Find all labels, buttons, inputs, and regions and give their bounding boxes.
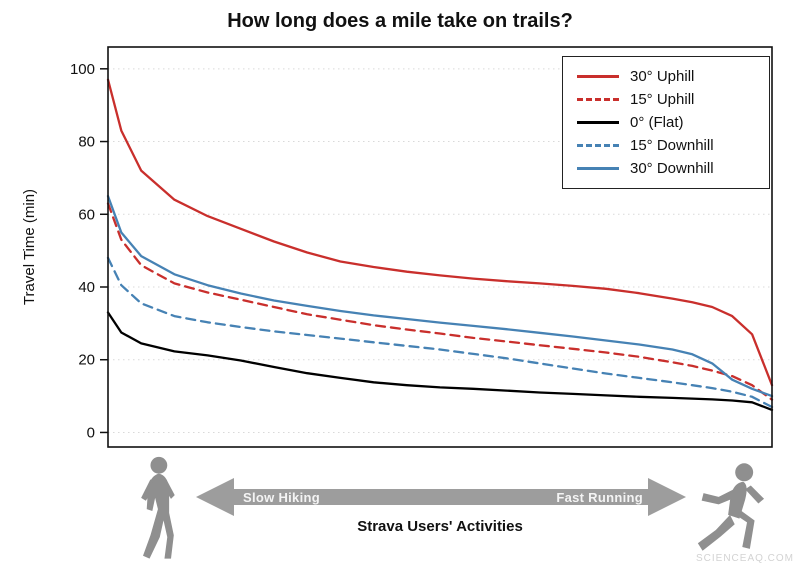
y-tick-label-0: 0 — [87, 424, 95, 441]
y-tick-label-60: 60 — [78, 206, 95, 223]
page-title: How long does a mile take on trails? — [227, 10, 573, 32]
legend-item: 15° Uphill — [563, 88, 769, 111]
legend-item: 30° Uphill — [563, 65, 769, 88]
axes: 0 20 40 60 80 100 — [70, 46, 773, 448]
fast-running-label: Fast Running — [556, 490, 643, 505]
y-tick-label-80: 80 — [78, 134, 95, 151]
series-line-15-downhill — [106, 256, 774, 409]
legend-swatch — [577, 167, 619, 170]
series-line-30-downhill — [106, 194, 774, 398]
legend-item-label: 15° Downhill — [630, 137, 714, 154]
hiker-silhouette-icon — [141, 456, 175, 559]
legend-item-label: 30° Downhill — [630, 160, 714, 177]
legend-item: 0° (Flat) — [563, 111, 769, 134]
legend-item-label: 0° (Flat) — [630, 114, 684, 131]
legend-item: 30° Downhill — [563, 157, 769, 180]
runner-silhouette-icon — [697, 463, 765, 551]
y-axis-label: Travel Time (min) — [21, 189, 38, 305]
series-line-15-uphill — [106, 202, 774, 401]
legend-swatch — [577, 98, 619, 101]
x-axis-label: Strava Users' Activities — [357, 518, 523, 535]
watermark: SCIENCEAQ.COM — [695, 553, 794, 564]
y-tick-label-100: 100 — [70, 61, 95, 78]
legend-item: 15° Downhill — [563, 134, 769, 157]
legend-swatch — [577, 121, 619, 124]
legend: 30° Uphill 15° Uphill 0° (Flat) 15° Downhil… — [562, 56, 770, 189]
series-lines — [106, 78, 774, 412]
legend-item-label: 15° Uphill — [630, 91, 695, 108]
activity-range-arrow — [196, 478, 686, 516]
series-line-30-uphill — [106, 78, 774, 387]
legend-swatch — [577, 144, 619, 147]
legend-item-label: 30° Uphill — [630, 68, 695, 85]
legend-swatch — [577, 75, 619, 78]
slow-hiking-label: Slow Hiking — [243, 490, 320, 505]
plot-border — [107, 46, 773, 448]
y-tick-label-20: 20 — [78, 352, 95, 369]
series-line-0-flat — [106, 311, 774, 412]
y-tick-label-40: 40 — [78, 279, 95, 296]
